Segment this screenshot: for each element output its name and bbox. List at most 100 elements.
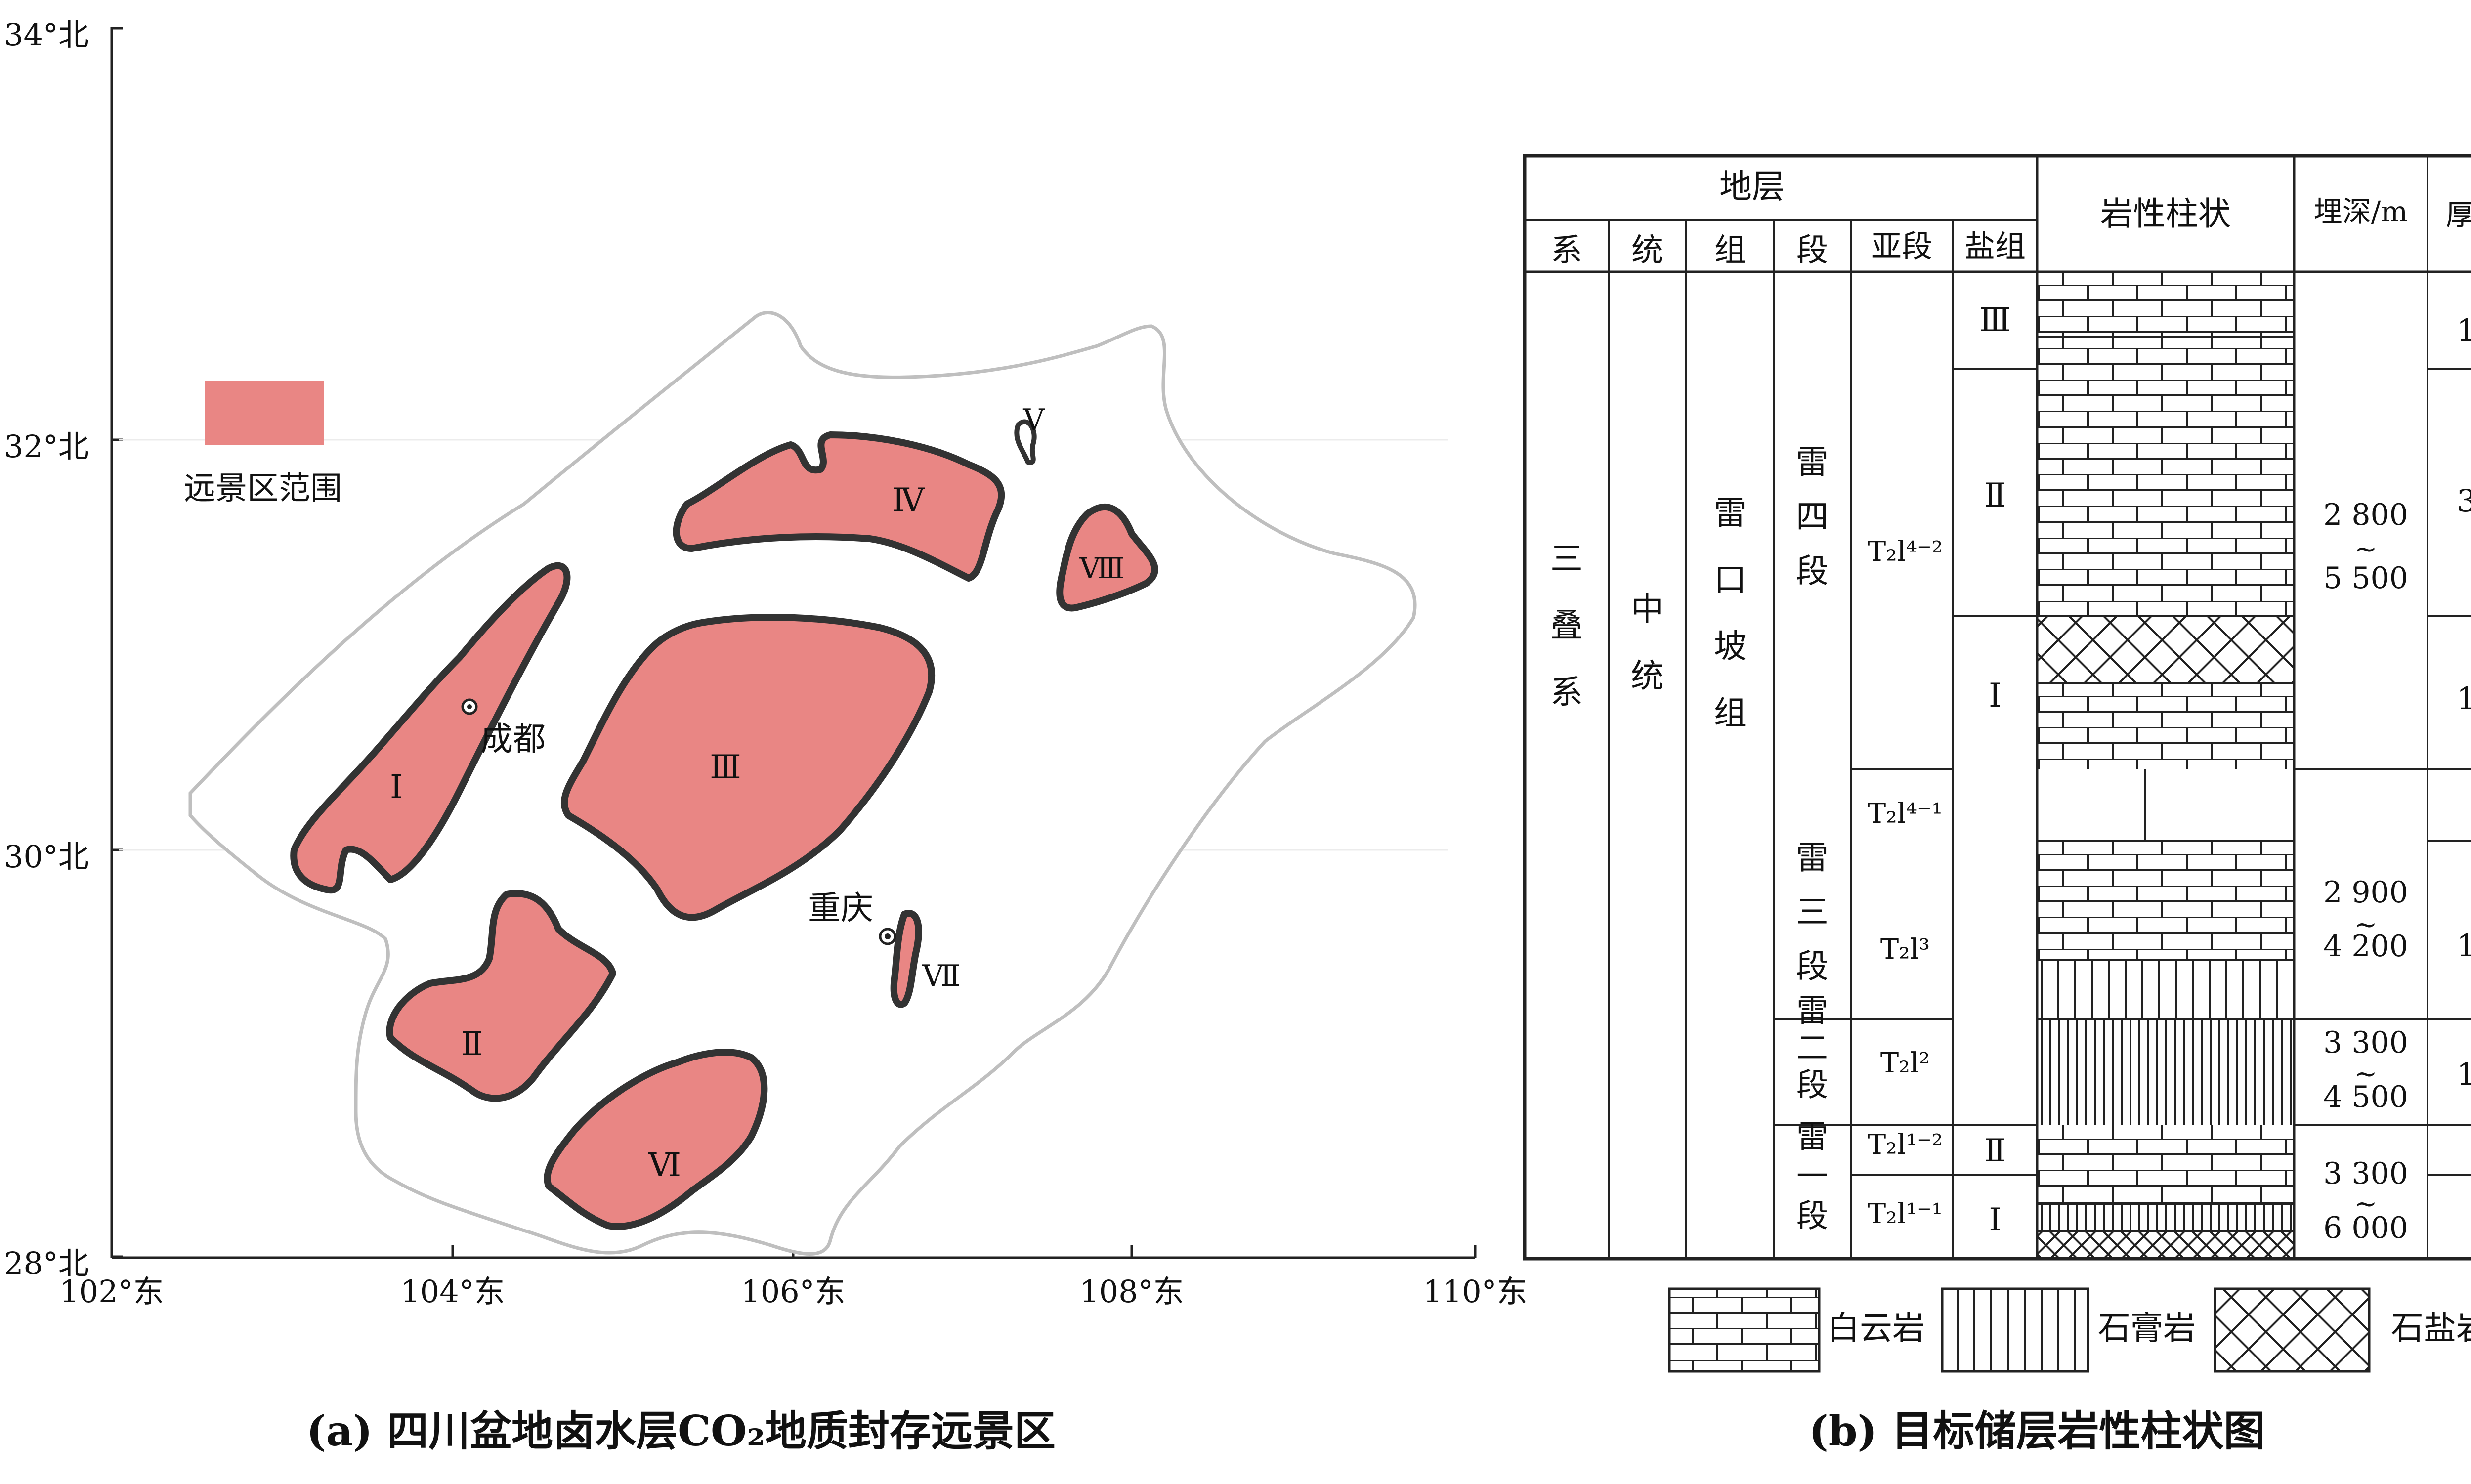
salt-group-II-lower: Ⅱ xyxy=(1984,1133,2006,1169)
x-label-110: 110°东 xyxy=(1423,1273,1527,1310)
vert-series: 中统 xyxy=(1631,591,1663,695)
lith-dolomite-2 xyxy=(2037,337,2294,372)
lith-gypsum-3 xyxy=(2037,1204,2294,1231)
lith-dolomite-4 xyxy=(2037,683,2294,769)
thickness-300: 300 xyxy=(2457,483,2471,519)
lith-dolomite-6 xyxy=(2037,1125,2294,1175)
header-stratum: 地层 xyxy=(1719,168,1785,206)
depth-1-top: 2 800 xyxy=(2323,498,2408,532)
vert-member-3: 雷三段 xyxy=(1796,839,1829,985)
legend-gypsum: 石膏岩 xyxy=(2098,1309,2196,1347)
vertical-char: 四 xyxy=(1796,498,1829,536)
depth-1-sep: ~ xyxy=(2354,533,2378,565)
vertical-char: 段 xyxy=(1796,1067,1828,1103)
submember-T2l4-1: T₂l⁴⁻¹ xyxy=(1868,798,1943,830)
lith-dolomite-1 xyxy=(2037,273,2294,337)
vertical-char: 雷 xyxy=(1714,494,1747,532)
chengdu-marker-dot xyxy=(467,704,472,709)
city-chengdu: 成都 xyxy=(480,720,546,758)
header-member: 段 xyxy=(1796,232,1828,269)
header-submember: 亚段 xyxy=(1871,228,1932,264)
zone-I xyxy=(290,562,571,894)
vertical-char: 段 xyxy=(1796,1198,1828,1234)
y-label-34: 34°北 xyxy=(4,17,89,53)
zone-VIII xyxy=(1056,503,1158,612)
lith-dolomite-7 xyxy=(2037,1175,2294,1204)
zone-label-VII: Ⅶ xyxy=(922,959,960,993)
salt-group-I-lower: Ⅰ xyxy=(1989,1202,2001,1238)
salt-group-I-upper: Ⅰ xyxy=(1989,677,2002,715)
legend-swatch xyxy=(205,381,324,445)
vertical-char: 组 xyxy=(1714,694,1747,732)
lith-gypsum-1 xyxy=(2037,960,2294,1019)
zone-VI xyxy=(544,1049,768,1230)
header-thickness: 厚度/m xyxy=(2446,198,2471,232)
vertical-char: 雷 xyxy=(1796,839,1829,877)
header-series: 统 xyxy=(1631,232,1663,269)
y-label-28: 28°北 xyxy=(4,1245,89,1281)
y-label-30: 30°北 xyxy=(4,839,89,875)
legend-halite-swatch xyxy=(2214,1287,2371,1373)
lithology-dividers xyxy=(2037,336,2294,1232)
zone-label-VI: Ⅵ xyxy=(648,1146,681,1184)
vertical-char: 二 xyxy=(1796,1030,1828,1066)
depth-2-top: 2 900 xyxy=(2323,875,2408,910)
column-grid xyxy=(1523,154,2471,1261)
y-label-32: 32°北 xyxy=(4,428,89,465)
vertical-char: 中 xyxy=(1631,591,1663,629)
vertical-char: 统 xyxy=(1631,657,1663,695)
city-chongqing: 重庆 xyxy=(808,889,873,927)
submember-T2l1-1: T₂l¹⁻¹ xyxy=(1868,1198,1943,1230)
lithology-column xyxy=(2037,273,2294,1259)
salt-group-II-upper: Ⅱ xyxy=(1984,476,2006,514)
zone-IV xyxy=(673,431,1005,582)
submember-T2l2: T₂l² xyxy=(1880,1047,1930,1079)
legend-label: 远景区范围 xyxy=(184,470,342,507)
zone-III xyxy=(561,614,935,921)
depth-4-top: 3 300 xyxy=(2323,1156,2408,1191)
zone-II xyxy=(386,890,616,1102)
map-panel: 34°北 32°北 30°北 28°北 102°东 104°东 106°东 10… xyxy=(4,17,1528,1455)
submember-T2l1-2: T₂l¹⁻² xyxy=(1868,1129,1943,1161)
lith-blank-1 xyxy=(2037,769,2294,841)
x-label-106: 106°东 xyxy=(741,1273,845,1310)
header-salt-group: 盐组 xyxy=(1964,228,2026,264)
vertical-char: 一 xyxy=(1796,1158,1828,1195)
depth-2-sep: ~ xyxy=(2354,909,2378,941)
vertical-char: 坡 xyxy=(1714,628,1747,666)
x-label-108: 108°东 xyxy=(1079,1273,1184,1310)
depth-3-bottom: 4 500 xyxy=(2323,1080,2408,1114)
depth-1-bottom: 5 500 xyxy=(2323,561,2408,595)
legend-dolomite: 白云岩 xyxy=(1827,1309,1925,1347)
lith-gypsum-2 xyxy=(2037,1019,2294,1125)
vert-member-1: 雷一段 xyxy=(1796,1119,1828,1234)
header-depth: 埋深/m xyxy=(2314,195,2408,228)
salt-group-III: Ⅲ xyxy=(1979,301,2011,339)
lith-dolomite-5 xyxy=(2037,841,2294,960)
zone-label-I: Ⅰ xyxy=(390,768,403,806)
zone-label-VIII: Ⅷ xyxy=(1079,551,1124,585)
column-caption: (b) 目标储层岩性柱状图 xyxy=(1809,1406,2265,1455)
zone-VII xyxy=(890,910,922,1008)
depth-4-bottom: 6 000 xyxy=(2323,1211,2408,1245)
vertical-char: 三 xyxy=(1796,893,1829,931)
legend-dolomite-swatch xyxy=(1668,1287,1821,1373)
depth-2-bottom: 4 200 xyxy=(2323,929,2408,964)
vert-system: 三叠系 xyxy=(1550,540,1583,711)
lith-halite-2 xyxy=(2037,1231,2294,1259)
vertical-char: 口 xyxy=(1714,561,1747,599)
submember-T2l3: T₂l³ xyxy=(1880,933,1930,966)
header-formation: 组 xyxy=(1714,232,1746,269)
depth-4-sep: ~ xyxy=(2354,1188,2378,1220)
zone-label-IV: Ⅳ xyxy=(892,481,925,519)
lith-dolomite-3 xyxy=(2037,372,2294,616)
thickness-150: 150 xyxy=(2457,928,2471,964)
header-lithology: 岩性柱状 xyxy=(2100,195,2231,233)
vertical-char: 雷 xyxy=(1796,1119,1828,1155)
chongqing-marker-dot xyxy=(885,933,891,939)
legend-halite: 石盐岩 xyxy=(2391,1309,2471,1347)
lithology-legend: 白云岩 石膏岩 石盐岩 xyxy=(1668,1287,2471,1373)
thickness-100: 100 xyxy=(2457,1056,2471,1092)
